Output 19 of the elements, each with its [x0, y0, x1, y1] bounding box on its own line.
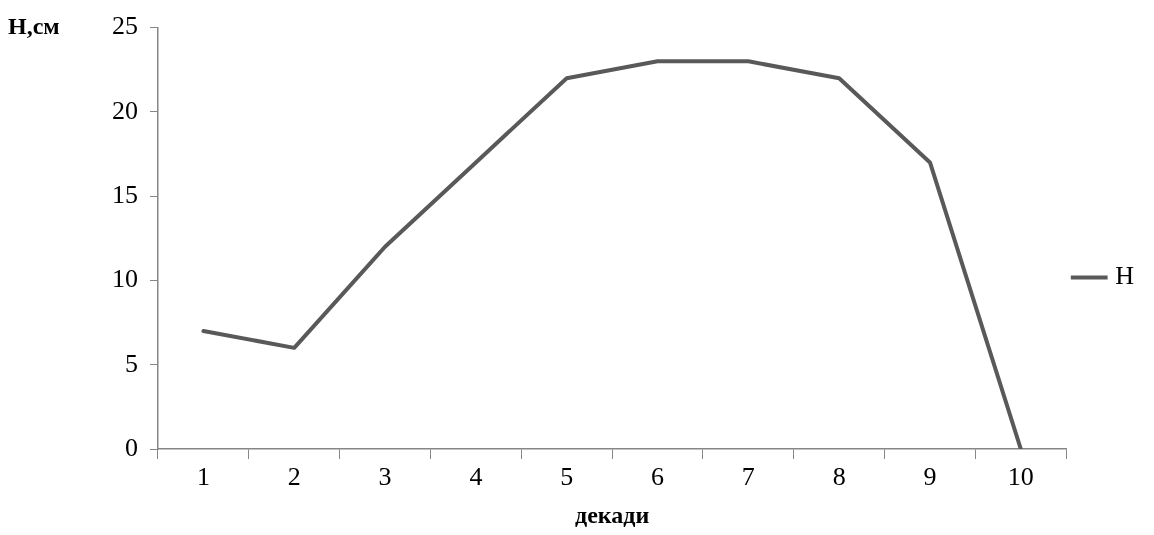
x-tick-label: 8 [832, 462, 846, 492]
y-tick-label: 15 [112, 179, 138, 209]
y-tick-label: 10 [112, 264, 138, 294]
x-axis-title: декади [574, 501, 650, 528]
x-tick-label: 9 [923, 462, 937, 492]
x-tick-label: 1 [196, 462, 210, 492]
y-tick-label: 25 [112, 11, 138, 41]
x-tick-label: 4 [469, 462, 483, 492]
y-axis-title: Н,см [8, 12, 60, 39]
y-tick-label: 20 [112, 95, 138, 125]
x-tick-label: 10 [1007, 462, 1034, 492]
x-tick-label: 7 [741, 462, 755, 492]
x-tick-label: 3 [378, 462, 392, 492]
x-tick-label: 2 [287, 462, 301, 492]
y-tick-label: 5 [125, 348, 138, 378]
x-tick-label: 6 [651, 462, 665, 492]
legend-label: Н [1115, 261, 1135, 291]
x-tick-label: 5 [560, 462, 574, 492]
y-tick-label: 0 [125, 432, 138, 462]
